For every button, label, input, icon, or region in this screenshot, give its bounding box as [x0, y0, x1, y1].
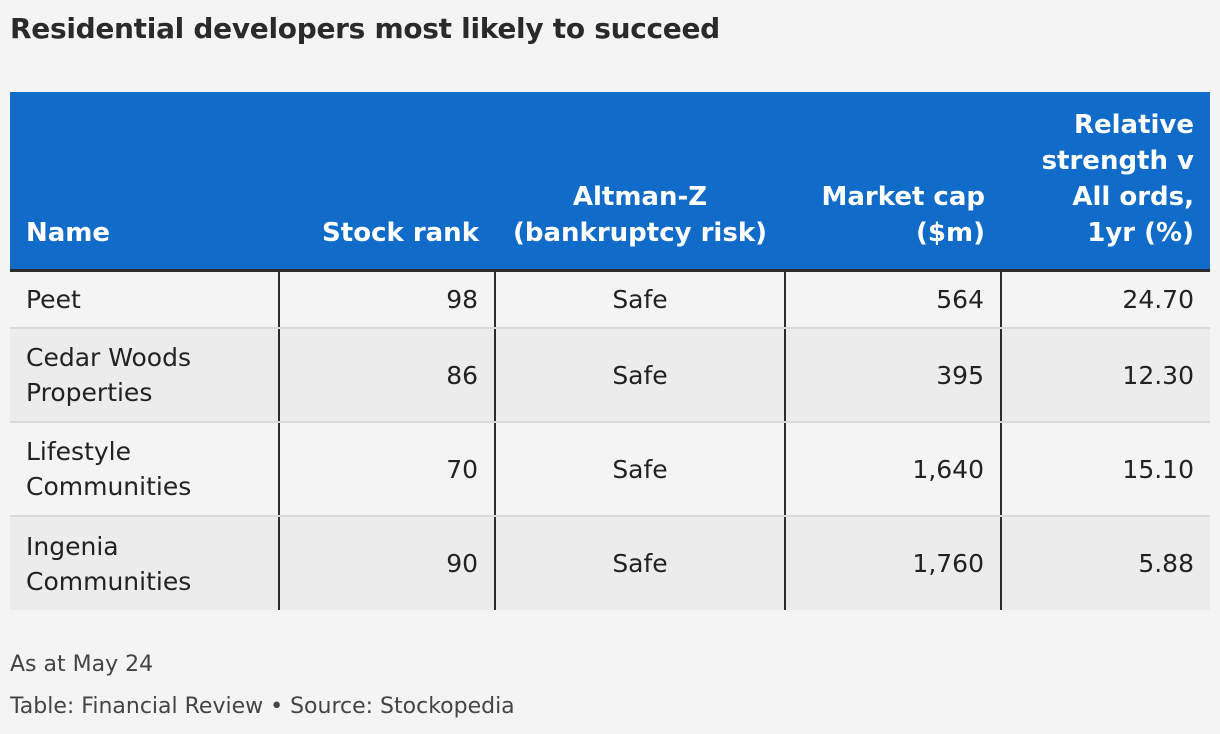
table-row: Ingenia Communities 90 Safe 1,760 5.88: [10, 516, 1210, 610]
cell-relative-strength: 24.70: [1000, 270, 1210, 329]
cell-market-cap: 1,640: [784, 422, 1001, 517]
source-credit: Table: Financial Review • Source: Stocko…: [10, 694, 515, 719]
cell-relative-strength: 5.88: [1000, 516, 1210, 610]
cell-altman-z: Safe: [494, 270, 785, 329]
cell-relative-strength: 12.30: [1000, 328, 1210, 423]
cell-name: Peet: [10, 270, 279, 329]
cell-altman-z: Safe: [494, 516, 785, 610]
column-header-market-cap: Market cap ($m): [785, 92, 1001, 272]
cell-market-cap: 1,760: [784, 516, 1001, 610]
cell-altman-z: Safe: [494, 422, 785, 517]
table-row: Lifestyle Communities 70 Safe 1,640 15.1…: [10, 422, 1210, 517]
column-header-stock-rank: Stock rank: [279, 92, 495, 272]
column-header-relative-strength: Relative strength v All ords, 1yr (%): [1001, 92, 1210, 272]
cell-stock-rank: 70: [278, 422, 495, 517]
cell-name: Ingenia Communities: [26, 531, 192, 596]
date-note: As at May 24: [10, 652, 154, 677]
cell-altman-z: Safe: [494, 328, 785, 423]
cell-name: Lifestyle Communities: [10, 422, 279, 517]
cell-market-cap: 564: [784, 270, 1001, 329]
table-row: Cedar Woods Properties 86 Safe 395 12.30: [10, 328, 1210, 423]
column-header-name: Name: [10, 92, 279, 272]
cell-stock-rank: 86: [278, 328, 495, 423]
column-header-altman-z: Altman-Z (bankruptcy risk): [495, 92, 785, 272]
data-table: Name Stock rank Altman-Z (bankruptcy ris…: [10, 92, 1210, 610]
cell-market-cap: 395: [784, 328, 1001, 423]
table-header-row: Name Stock rank Altman-Z (bankruptcy ris…: [10, 92, 1210, 272]
page-title: Residential developers most likely to su…: [10, 12, 720, 45]
cell-relative-strength: 15.10: [1000, 422, 1210, 517]
table-row: Peet 98 Safe 564 24.70: [10, 270, 1210, 329]
cell-stock-rank: 90: [278, 516, 495, 610]
cell-name: Cedar Woods Properties: [10, 328, 279, 423]
cell-stock-rank: 98: [278, 270, 495, 329]
